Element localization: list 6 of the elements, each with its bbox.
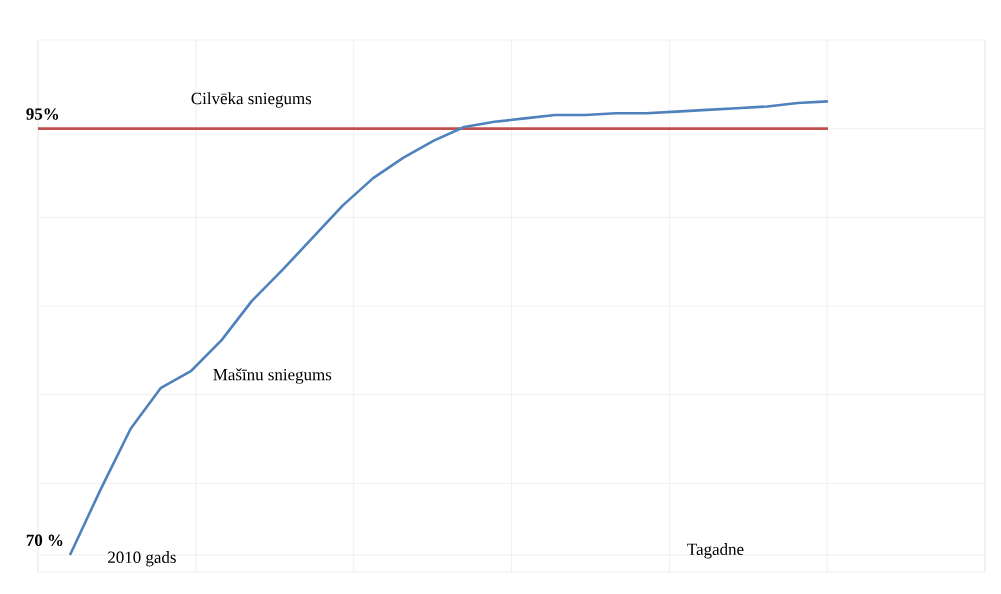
annotation: 2010 gads bbox=[108, 551, 176, 567]
y-tick-label: 95% bbox=[26, 108, 59, 120]
annotation: Tagadne bbox=[687, 543, 744, 559]
ref-line-label: Cilvēka sniegums bbox=[191, 92, 312, 108]
y-tick-label: 70 % bbox=[26, 534, 63, 547]
series-label: Mašīnu sniegums bbox=[213, 368, 332, 384]
